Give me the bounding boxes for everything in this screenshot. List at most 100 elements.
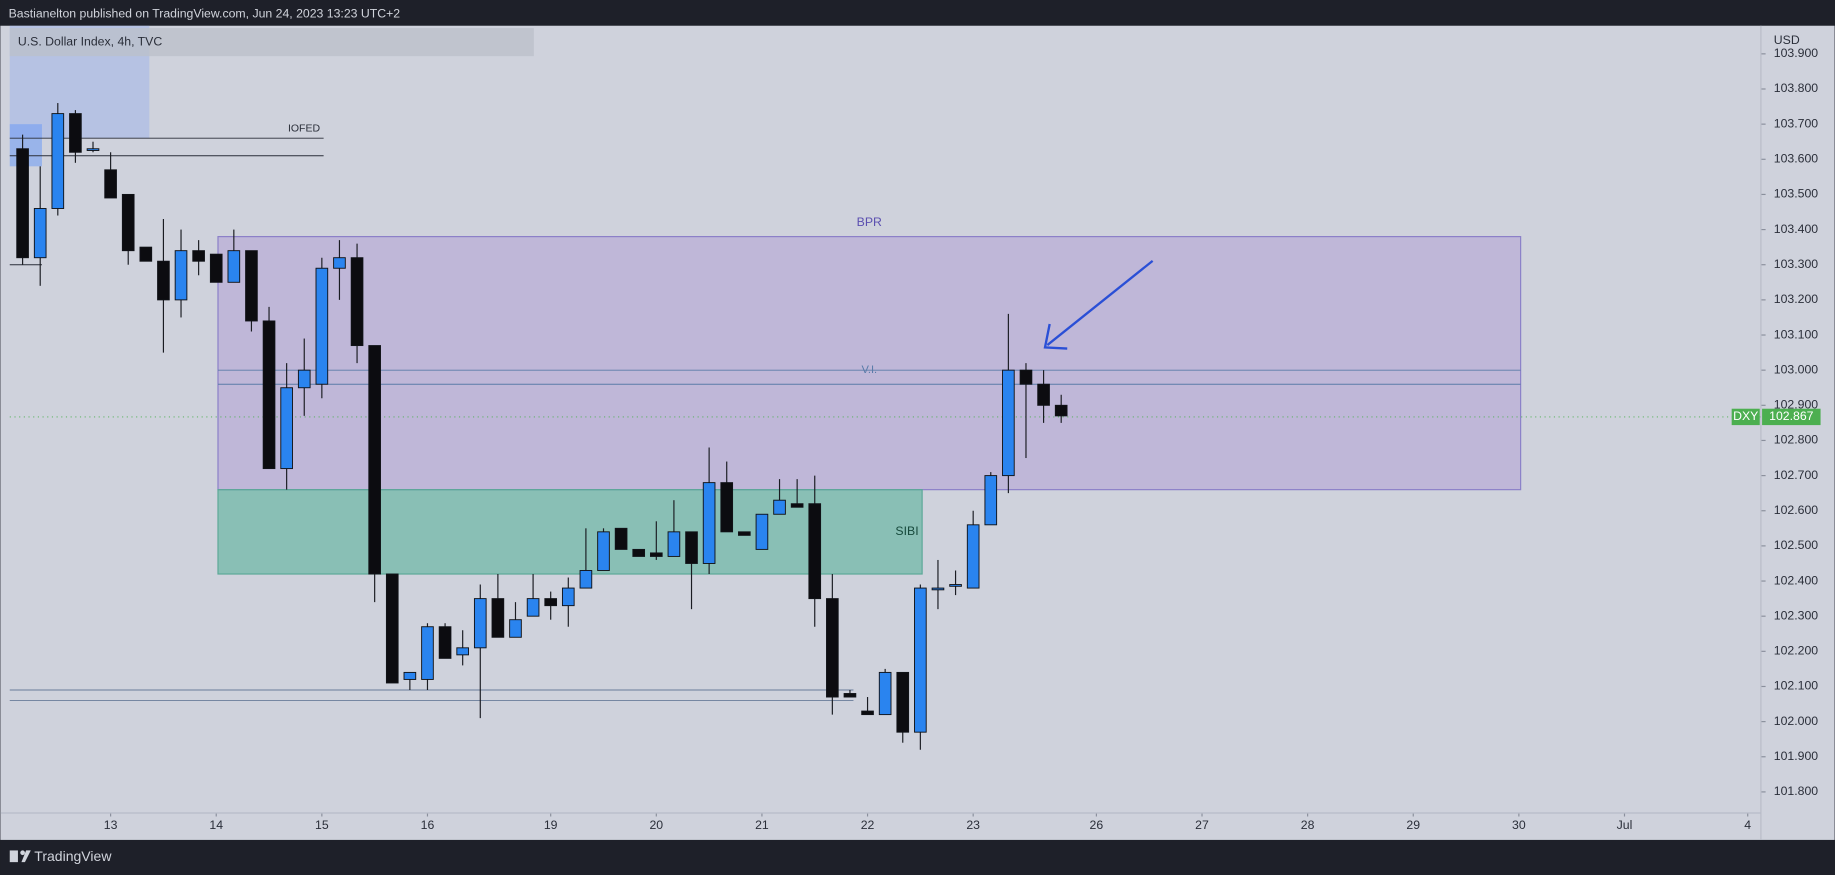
candle-body xyxy=(738,531,751,536)
y-tick-label: 103.000 xyxy=(1774,362,1819,376)
y-tick-label: 102.400 xyxy=(1774,573,1819,587)
arrow-head xyxy=(1043,323,1068,350)
candle-body xyxy=(16,148,29,259)
candle-body xyxy=(280,387,293,470)
candle-body xyxy=(896,671,910,733)
y-tick-label: 103.600 xyxy=(1774,152,1819,166)
brand-logo xyxy=(9,850,31,863)
candle-body xyxy=(544,598,558,607)
logo-part xyxy=(21,850,31,863)
candle-body xyxy=(69,113,82,153)
brand: TradingView xyxy=(34,848,112,864)
x-tick-label: 20 xyxy=(649,818,663,832)
level-label: IOFED xyxy=(288,123,321,135)
x-tick-label: 29 xyxy=(1406,818,1420,832)
candle-body xyxy=(966,524,980,589)
x-tick-label: 19 xyxy=(544,818,558,832)
zone-label: SIBI xyxy=(895,524,918,538)
candle-body xyxy=(702,482,716,564)
x-tick-label: 14 xyxy=(209,818,223,832)
y-tick-label: 102.200 xyxy=(1774,644,1819,658)
y-tick-label: 103.800 xyxy=(1774,81,1819,95)
candle-body xyxy=(984,475,998,526)
candle-body xyxy=(157,260,170,301)
candle-body xyxy=(227,250,241,283)
symbol-tag-label: DXY xyxy=(1733,409,1758,423)
y-tick-label: 102.500 xyxy=(1774,538,1819,552)
y-tick-label: 102.800 xyxy=(1774,433,1819,447)
y-tick-label: 103.100 xyxy=(1774,327,1819,341)
x-tick-label: 21 xyxy=(755,818,769,832)
candle-body xyxy=(755,513,769,550)
candle-body xyxy=(773,499,786,515)
candle-body xyxy=(315,267,329,385)
arrow-shaft xyxy=(1046,259,1154,347)
x-tick-label: 16 xyxy=(421,818,435,832)
candle-body xyxy=(597,531,610,571)
candle-body xyxy=(632,548,646,557)
y-tick-label: 101.900 xyxy=(1774,749,1819,763)
x-tick-label: 26 xyxy=(1090,818,1104,832)
y-tick-label: 102.300 xyxy=(1774,608,1819,622)
x-tick-label: 23 xyxy=(966,818,980,832)
candle-body xyxy=(949,584,962,587)
candle-body xyxy=(385,573,399,684)
x-tick-label: 15 xyxy=(315,818,329,832)
zone xyxy=(217,489,923,575)
price-tag xyxy=(1762,408,1821,426)
header: Bastianelton published on TradingView.co… xyxy=(9,6,401,20)
candle-body xyxy=(720,482,734,533)
candle-body xyxy=(843,693,857,698)
candle-body xyxy=(790,503,804,508)
candle-body xyxy=(456,647,469,656)
y-tick-label: 102.100 xyxy=(1774,679,1819,693)
y-tick-label: 102.700 xyxy=(1774,468,1819,482)
legend-box xyxy=(9,28,534,57)
candle-body xyxy=(526,598,540,617)
candle-body xyxy=(333,257,346,269)
candle-body xyxy=(561,587,575,607)
candle-body xyxy=(931,587,945,591)
candle-body xyxy=(121,193,135,252)
y-tick-label: 103.400 xyxy=(1774,222,1819,236)
candle-body xyxy=(685,531,698,564)
y-tick-label: 103.500 xyxy=(1774,187,1819,201)
candle-body xyxy=(1054,404,1068,417)
y-tick-label: 103.300 xyxy=(1774,257,1819,271)
candle-body xyxy=(438,626,452,659)
candle-body xyxy=(826,598,839,698)
candle-body xyxy=(614,527,628,550)
logo-part xyxy=(9,850,18,863)
candles xyxy=(16,103,1068,750)
symbol-tag xyxy=(1731,408,1760,426)
x-tick-label: 4 xyxy=(1744,818,1751,832)
zone-label: BPR xyxy=(857,215,882,229)
candle-body xyxy=(1019,369,1033,385)
x-tick-label: 27 xyxy=(1195,818,1209,832)
candle-body xyxy=(139,246,153,262)
arrow xyxy=(1043,259,1154,350)
candle-body xyxy=(914,587,927,733)
candle-body xyxy=(509,619,522,638)
price-tag-label: 102.867 xyxy=(1769,409,1814,423)
y-tick-label: 103.900 xyxy=(1774,46,1819,60)
x-tick-label: 13 xyxy=(104,818,118,832)
drawings: BPR SIBI V.I. IOFED xyxy=(9,25,1761,702)
candle-body xyxy=(104,169,117,199)
axes: 101.800 101.900 102.000 102.100 102.200 102.3… xyxy=(104,46,1821,832)
x-tick-label: Jul xyxy=(1617,818,1633,832)
x-tick-label: 30 xyxy=(1512,818,1526,832)
candle-body xyxy=(209,253,223,283)
candle-body xyxy=(1037,383,1050,406)
candle-body xyxy=(33,208,47,259)
candle-body xyxy=(174,250,188,301)
candle-body xyxy=(667,531,681,557)
candle-body xyxy=(245,250,258,322)
candle-body xyxy=(808,503,822,600)
y-tick-label: 103.200 xyxy=(1774,292,1819,306)
x-tick-label: 22 xyxy=(861,818,875,832)
candle-body xyxy=(192,250,205,262)
candle-body xyxy=(403,671,417,680)
